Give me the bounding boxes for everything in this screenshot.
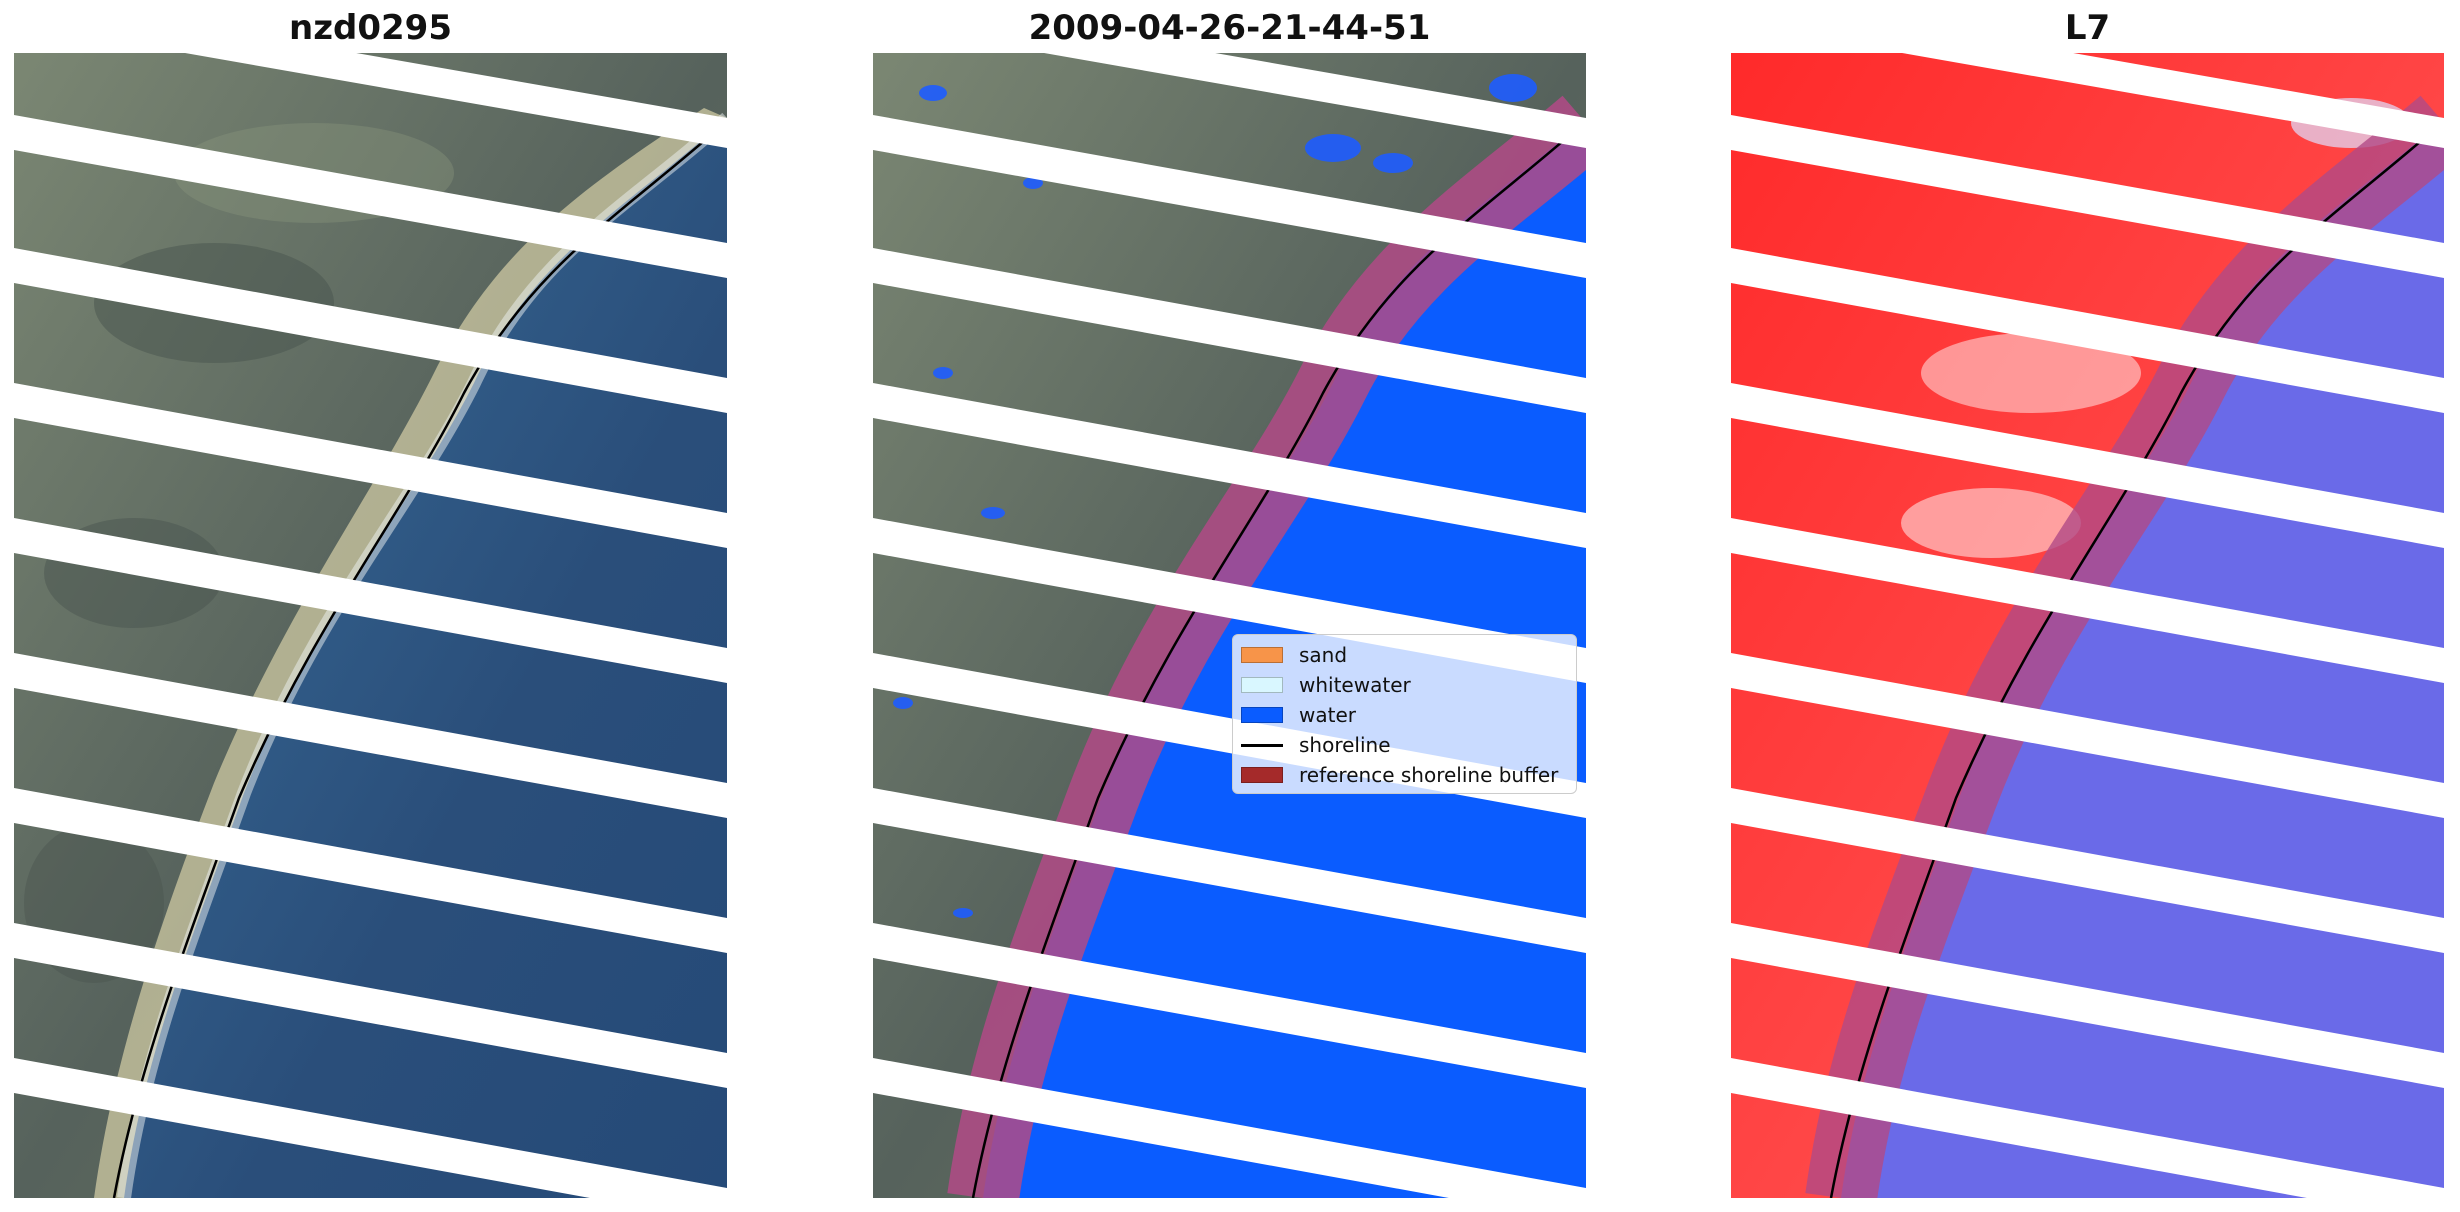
panel-title-classified: 2009-04-26-21-44-51	[1028, 8, 1431, 48]
panel-title-rgb: nzd0295	[289, 8, 452, 48]
rgb-image	[14, 53, 727, 1198]
index-image	[1731, 53, 2444, 1198]
legend-swatch-shoreline	[1241, 743, 1283, 747]
rgb-image-panel	[14, 53, 727, 1198]
legend-label-water: water	[1299, 703, 1356, 727]
legend-label-whitewater: whitewater	[1299, 673, 1411, 697]
legend-swatch-buffer	[1241, 767, 1283, 783]
legend-item-shoreline: shoreline	[1241, 730, 1568, 760]
panel-title-index: L7	[2064, 8, 2111, 48]
legend-swatch-sand	[1241, 647, 1283, 663]
legend: sand whitewater water shoreline referenc…	[1232, 634, 1577, 794]
index-image-panel	[1731, 53, 2444, 1198]
scanline-gap-stripes	[873, 53, 1586, 1198]
legend-label-sand: sand	[1299, 643, 1348, 667]
legend-label-buffer: reference shoreline buffer	[1299, 763, 1559, 787]
legend-item-sand: sand	[1241, 640, 1568, 670]
legend-label-shoreline: shoreline	[1299, 733, 1391, 757]
classified-image-panel	[873, 53, 1586, 1198]
legend-swatch-water	[1241, 707, 1283, 723]
legend-item-buffer: reference shoreline buffer	[1241, 760, 1568, 790]
scanline-gap-stripes	[14, 53, 727, 1198]
classified-image	[873, 53, 1586, 1198]
legend-item-whitewater: whitewater	[1241, 670, 1568, 700]
legend-swatch-whitewater	[1241, 677, 1283, 693]
legend-item-water: water	[1241, 700, 1568, 730]
